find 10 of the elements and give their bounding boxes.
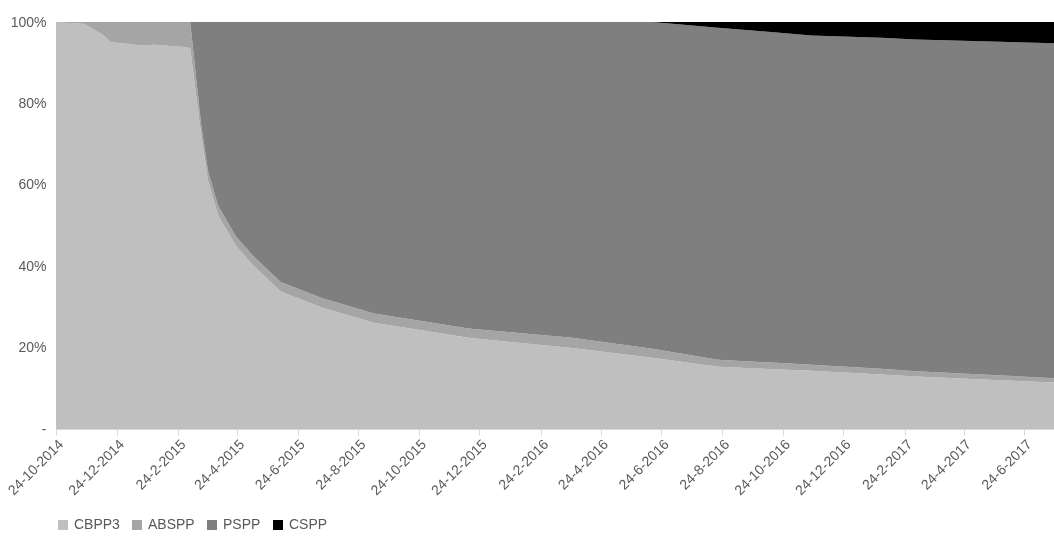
legend-label: CSPP — [289, 516, 328, 532]
y-tick-label: 80% — [18, 94, 47, 111]
legend-label: PSPP — [223, 516, 261, 532]
y-tick-label: 100% — [10, 13, 47, 30]
y-tick-label: 40% — [18, 257, 47, 274]
legend-label: CBPP3 — [74, 516, 121, 532]
y-tick-label: 60% — [18, 176, 47, 193]
y-tick-label: - — [41, 420, 47, 437]
y-tick-label: 20% — [18, 339, 47, 356]
legend-label: ABSPP — [148, 516, 195, 532]
